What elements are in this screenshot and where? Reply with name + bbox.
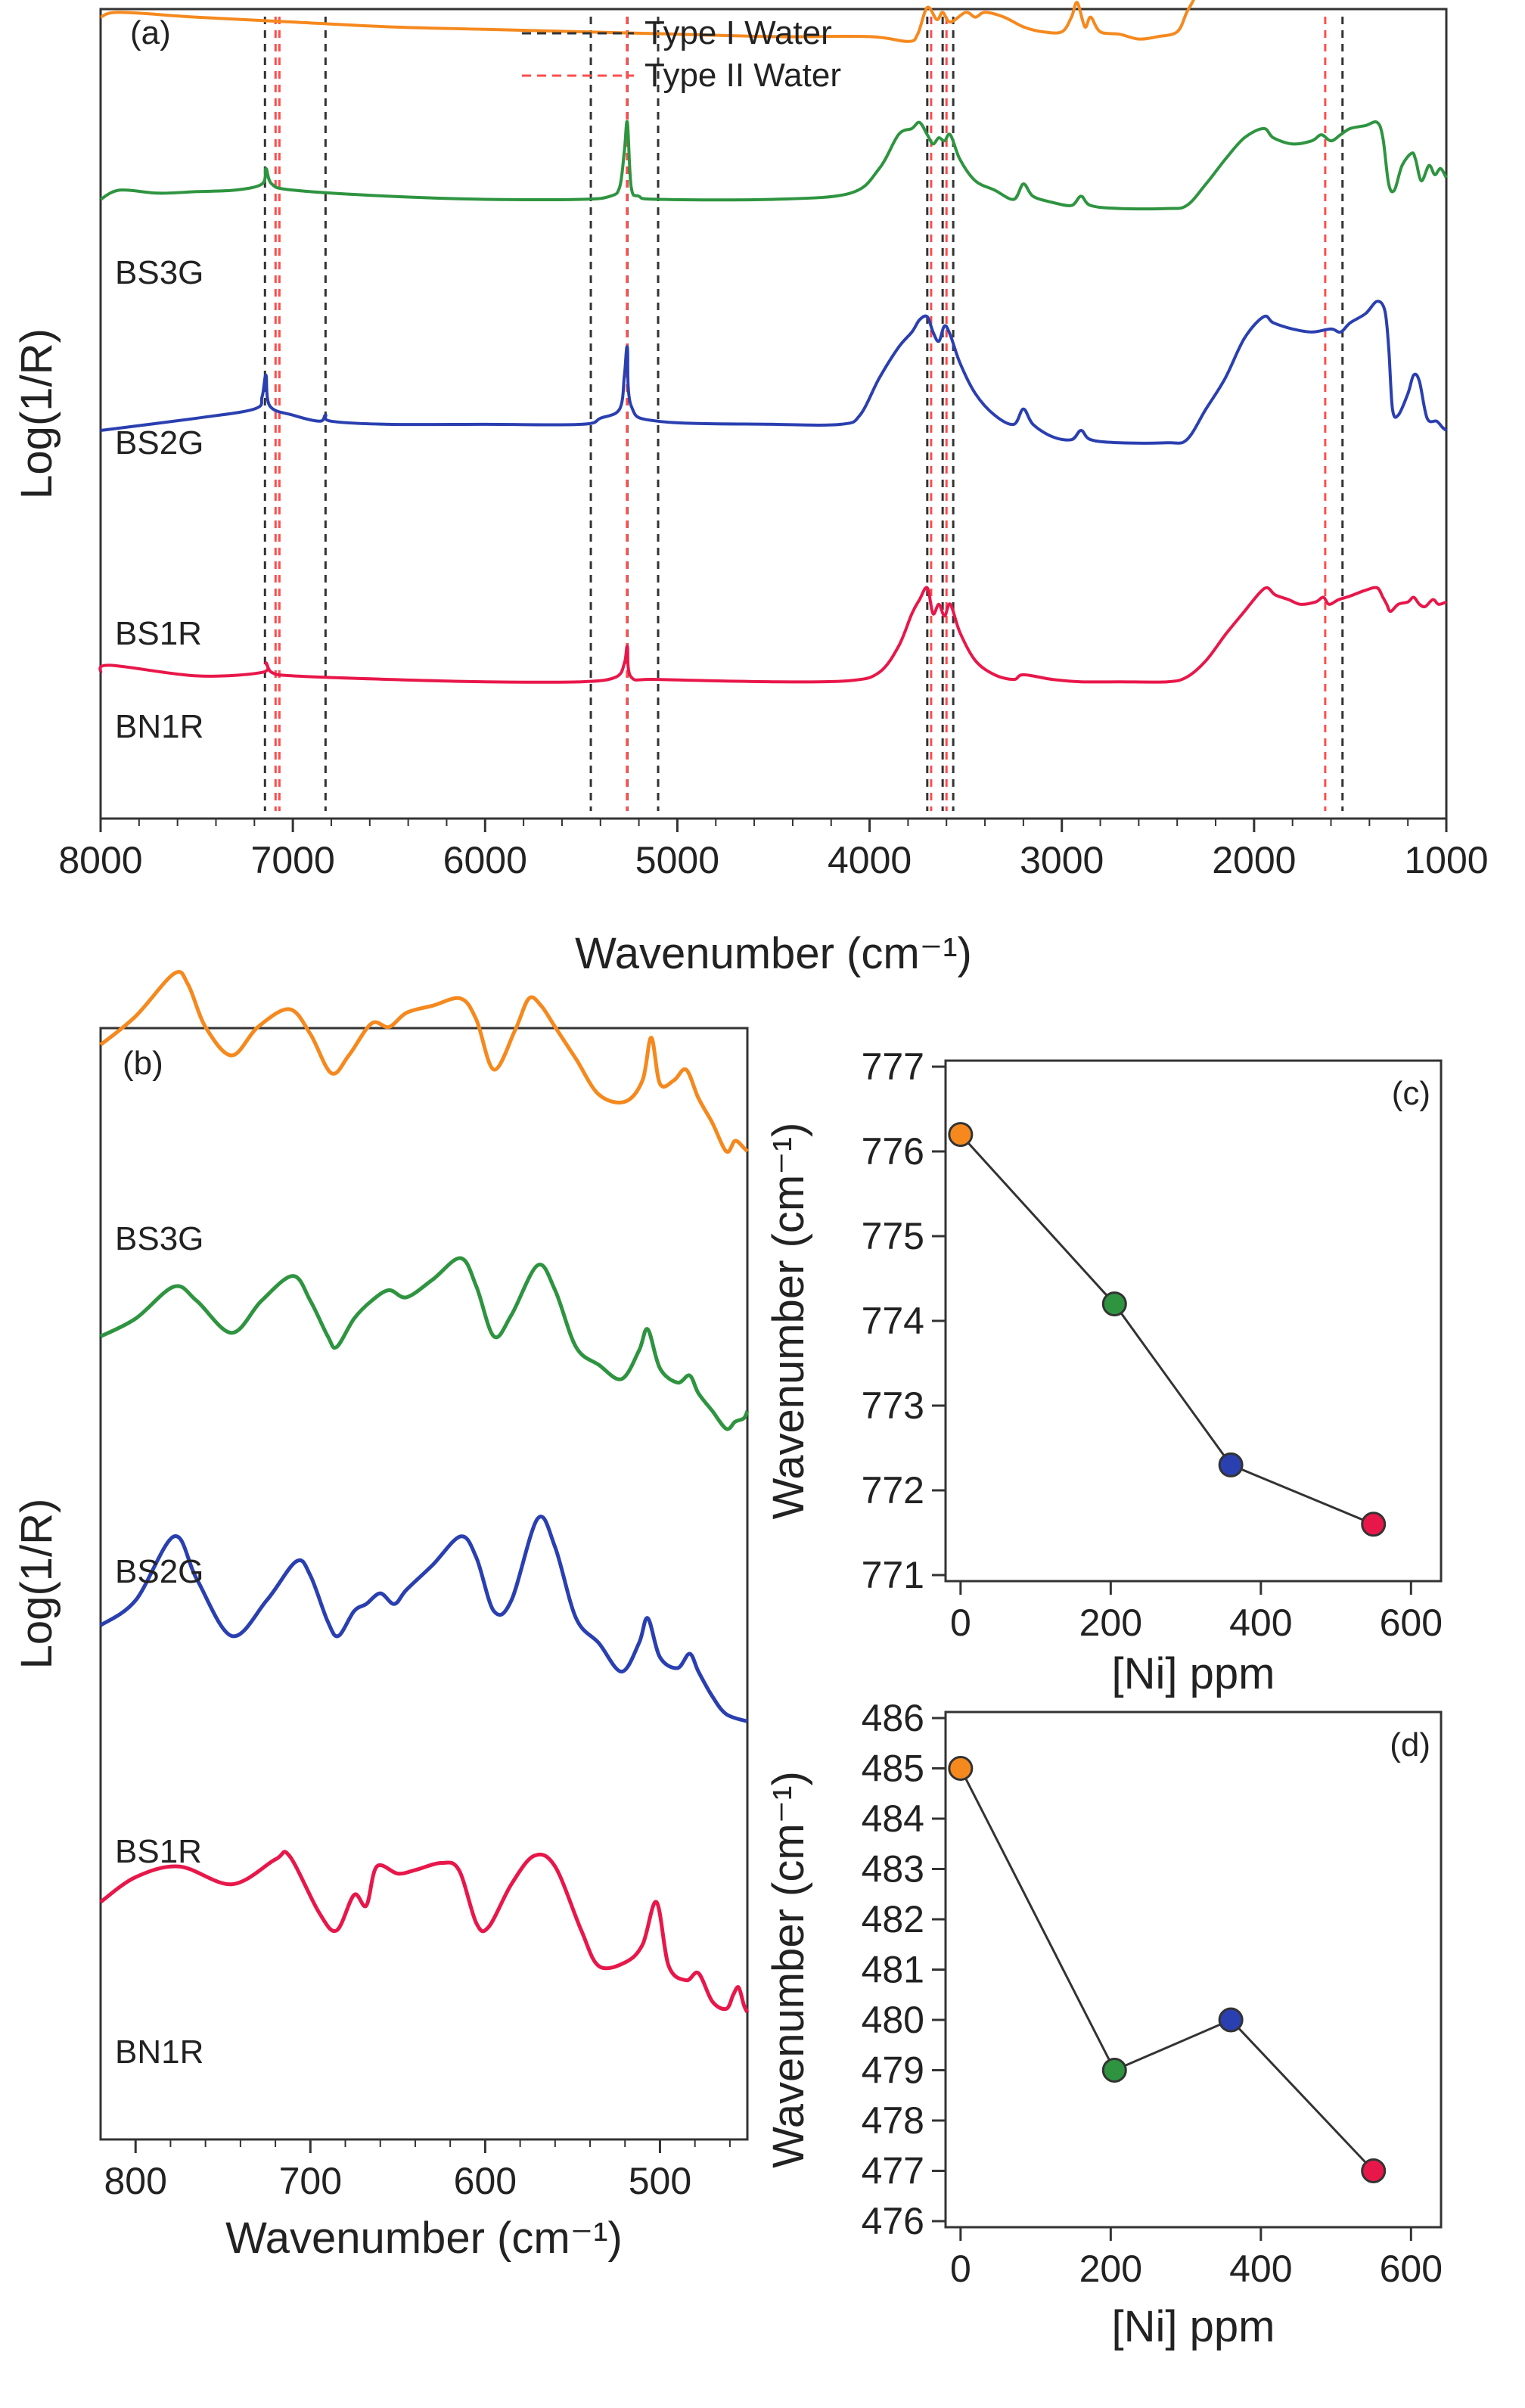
panel-d-scatter-chart: (d) 0 200 400 600 476 477 478 479 480 481 482 483 484… xyxy=(764,1697,1443,2351)
panel-d-x-tick-label: 200 xyxy=(1079,2248,1142,2290)
panel-d-point xyxy=(948,1756,974,1781)
panel-a-series-label: BS1R xyxy=(115,615,202,652)
panel-a-x-tick-label: 1000 xyxy=(1404,839,1488,881)
panel-a-x-tick-label: 7000 xyxy=(251,839,335,881)
panel-a-frame xyxy=(99,8,1448,820)
panel-d-tag: (d) xyxy=(1390,1726,1430,1763)
panel-d-y-tick-label: 477 xyxy=(862,2150,924,2192)
panel-d-x-tick-label: 400 xyxy=(1229,2248,1292,2290)
panel-a-series-label: BS3G xyxy=(115,254,203,291)
panel-d-connecting-line xyxy=(959,1767,1374,2172)
panel-d-y-tick-label: 482 xyxy=(862,1898,924,1940)
panel-d-y-tick-label: 481 xyxy=(862,1949,924,1991)
legend-entry: Type II Water xyxy=(644,57,841,94)
panel-d-y-tick-label: 480 xyxy=(862,1999,924,2041)
panel-d-y-tick-label: 485 xyxy=(862,1748,924,1790)
panel-a-x-tick-label: 8000 xyxy=(58,839,142,881)
panel-c-y-axis-label: Wavenumber (cm⁻¹) xyxy=(764,1123,813,1520)
panel-b-x-axis-label: Wavenumber (cm⁻¹) xyxy=(225,2214,623,2263)
panel-d-x-tick-label: 600 xyxy=(1380,2248,1443,2290)
panel-c-y-tick-label: 773 xyxy=(862,1384,924,1427)
panel-b-spectrum-chart: BS3G BS2G BS1R BN1R (b) 800 700 600 500Wavenumbe… xyxy=(12,970,750,2263)
panel-c-point xyxy=(1361,1512,1387,1537)
panel-c-x-tick-label: 200 xyxy=(1079,1602,1142,1644)
panel-b-x-tick-label: 500 xyxy=(629,2160,691,2202)
panel-a-tag: (a) xyxy=(130,14,171,51)
panel-b-tag: (b) xyxy=(123,1045,163,1082)
panel-c-y-tick-label: 771 xyxy=(862,1554,924,1596)
panel-d-point xyxy=(1361,2158,1387,2183)
panel-c-y-tick-label: 775 xyxy=(862,1215,924,1257)
panel-b-x-tick-label: 800 xyxy=(104,2160,166,2202)
panel-d-y-tick-label: 484 xyxy=(862,1797,924,1840)
panel-a-x-tick-label: 3000 xyxy=(1020,839,1104,881)
panel-a-series-bn1r xyxy=(100,0,1196,43)
panel-b-series-label: BS1R xyxy=(115,1833,202,1870)
panel-d-y-tick-label: 479 xyxy=(862,2049,924,2092)
panel-d-y-tick-label: 486 xyxy=(862,1697,924,1739)
panel-a-x-tick-label: 5000 xyxy=(635,839,719,881)
panel-c-point xyxy=(1101,1291,1127,1317)
panel-c-point xyxy=(948,1122,974,1148)
panel-a-x-tick-label: 4000 xyxy=(828,839,912,881)
panel-d-point xyxy=(1218,2007,1244,2033)
panel-a-series-bs2g xyxy=(100,300,1448,445)
panel-b-series-label: BS3G xyxy=(115,1220,203,1257)
panel-d-y-axis-label: Wavenumber (cm⁻¹) xyxy=(764,1771,813,2168)
legend-entry: Type I Water xyxy=(644,14,832,51)
panel-a-series-label: BN1R xyxy=(115,708,203,745)
panel-c-x-tick-label: 0 xyxy=(950,1602,971,1644)
panel-b-y-axis-label: Log(1/R) xyxy=(12,1499,61,1670)
panel-d-y-tick-label: 483 xyxy=(862,1848,924,1891)
panel-a-series-label: BS2G xyxy=(115,424,203,461)
panel-c-connecting-line xyxy=(959,1133,1374,1526)
panel-d-y-tick-label: 478 xyxy=(862,2099,924,2142)
panel-b-series-bs3g xyxy=(99,1850,750,2014)
panel-c-x-tick-label: 400 xyxy=(1229,1602,1292,1644)
panel-a-x-tick-label: 2000 xyxy=(1212,839,1296,881)
panel-d-y-tick-label: 476 xyxy=(862,2200,924,2242)
panel-d-point xyxy=(1101,2058,1127,2083)
panel-c-y-tick-label: 774 xyxy=(862,1300,924,1342)
panel-b-x-tick-label: 700 xyxy=(279,2160,342,2202)
panel-d-x-axis-label: [Ni] ppm xyxy=(1112,2302,1275,2351)
panel-b-series-label: BN1R xyxy=(115,2034,203,2071)
panel-c-scatter-chart: (c) 0 200 400 600 771 772 773 774 775 776 777 [Ni] p… xyxy=(764,1046,1443,1698)
panel-a-series-bs3g xyxy=(98,586,1447,684)
panel-a-x-tick-label: 6000 xyxy=(443,839,527,881)
panel-b-series-label: BS2G xyxy=(115,1553,203,1590)
panel-c-y-tick-label: 776 xyxy=(862,1130,924,1173)
panel-a-y-axis-label: Log(1/R) xyxy=(12,328,61,499)
panel-b-frame xyxy=(99,1027,749,2141)
panel-b-x-tick-label: 600 xyxy=(454,2160,517,2202)
panel-a-x-axis-label: Wavenumber (cm⁻¹) xyxy=(575,929,972,978)
panel-a-spectrum-chart: BS3G BS2G BS1R BN1R (a) Type I Water Type II W… xyxy=(12,0,1489,978)
panel-c-x-axis-label: [Ni] ppm xyxy=(1112,1649,1275,1698)
panel-c-y-tick-label: 772 xyxy=(862,1469,924,1512)
panel-d-x-tick-label: 0 xyxy=(950,2248,971,2290)
panel-a-series-bs1r xyxy=(99,120,1448,211)
panel-c-tag: (c) xyxy=(1392,1075,1430,1112)
panel-c-point xyxy=(1218,1452,1244,1477)
panel-c-y-tick-label: 777 xyxy=(862,1046,924,1088)
panel-b-series-bs1r xyxy=(99,1256,750,1431)
panel-b-series-bn1r xyxy=(99,970,749,1154)
panel-b-series-bs2g xyxy=(99,1515,748,1723)
panel-c-x-tick-label: 600 xyxy=(1380,1602,1443,1644)
